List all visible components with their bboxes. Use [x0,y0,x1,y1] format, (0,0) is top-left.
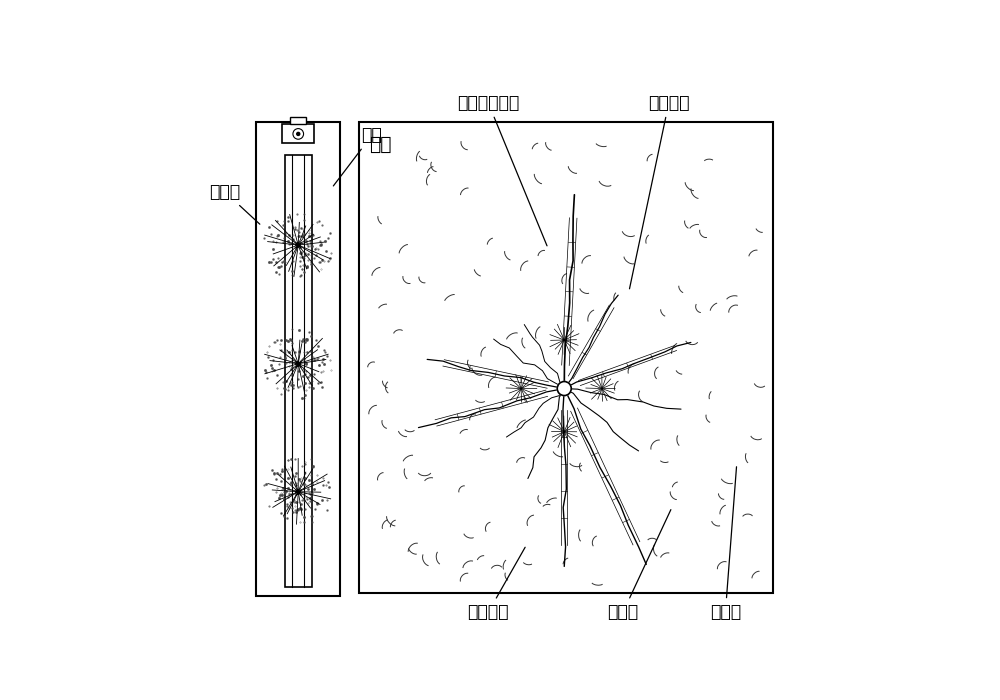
Circle shape [557,382,571,395]
Text: 致裂管: 致裂管 [209,183,260,224]
Text: 破碎区: 破碎区 [710,467,741,621]
Text: 岩体: 岩体 [333,126,382,186]
Bar [256,122,340,596]
Text: 环向裂纹: 环向裂纹 [629,94,690,289]
Text: 岩体: 岩体 [369,135,391,154]
Bar [282,125,314,144]
Text: 振动区: 振动区 [607,510,671,621]
Bar [290,117,306,125]
Text: 二氧化碳气体: 二氧化碳气体 [457,94,547,246]
Bar [359,122,773,594]
Circle shape [297,132,300,135]
Bar [285,155,312,587]
Text: 径向裂纹: 径向裂纹 [467,547,525,621]
